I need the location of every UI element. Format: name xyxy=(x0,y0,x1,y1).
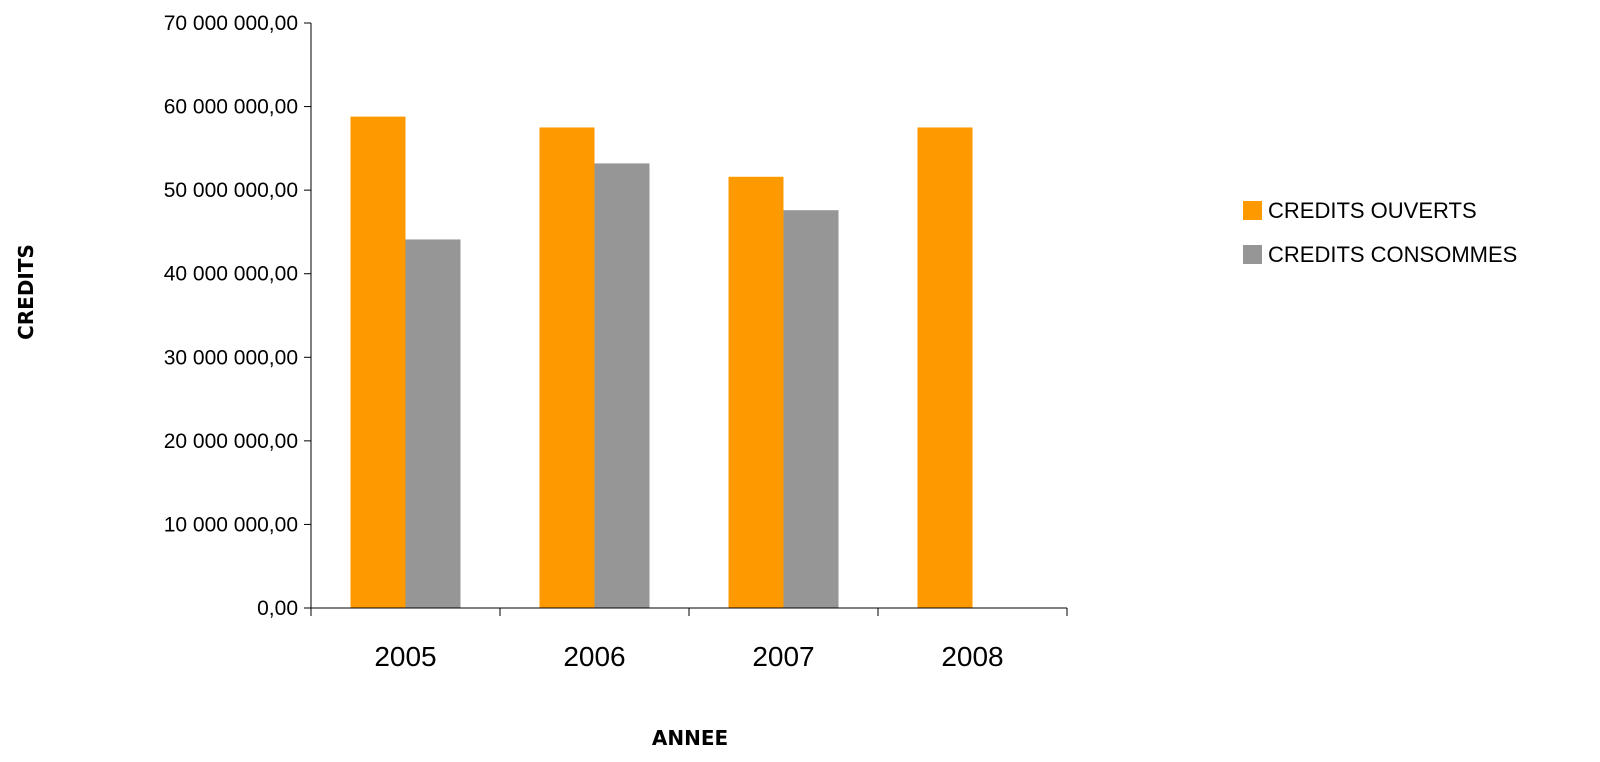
y-tick-label: 20 000 000,00 xyxy=(164,430,298,453)
y-axis-ticks: 0,00 10 000 000,00 20 000 000,00 30 000 000… xyxy=(164,12,311,620)
x-axis-ticks: 2005 2006 2007 2008 xyxy=(310,608,1068,672)
legend: CREDITS OUVERTS CREDITS CONSOMMES xyxy=(1243,198,1517,267)
legend-swatch xyxy=(1243,201,1262,220)
x-tick-label: 2007 xyxy=(752,641,814,672)
y-tick-label: 60 000 000,00 xyxy=(164,96,298,119)
bar-credits-ouverts-2007 xyxy=(728,176,784,608)
y-tick-label: 70 000 000,00 xyxy=(164,12,298,35)
bar-credits-consommes-2005 xyxy=(405,239,461,608)
x-tick-label: 2008 xyxy=(941,641,1003,672)
bar-credits-consommes-2006 xyxy=(594,163,650,608)
bar-credits-consommes-2007 xyxy=(783,210,839,608)
bars-layer xyxy=(350,116,973,608)
x-axis-title: ANNEE xyxy=(652,726,728,750)
x-tick-label: 2006 xyxy=(563,641,625,672)
y-tick-label: 40 000 000,00 xyxy=(164,263,298,286)
x-tick-label: 2005 xyxy=(374,641,436,672)
bar-credits-ouverts-2008 xyxy=(917,127,973,608)
y-tick-label: 30 000 000,00 xyxy=(164,346,298,369)
y-tick-label: 0,00 xyxy=(257,597,298,620)
bar-credits-ouverts-2006 xyxy=(539,127,595,608)
bar-credits-ouverts-2005 xyxy=(350,116,406,608)
legend-label: CREDITS CONSOMMES xyxy=(1268,242,1517,267)
y-tick-label: 10 000 000,00 xyxy=(164,513,298,536)
legend-swatch xyxy=(1243,245,1262,264)
y-tick-label: 50 000 000,00 xyxy=(164,179,298,202)
legend-label: CREDITS OUVERTS xyxy=(1268,198,1477,223)
y-axis-title: CREDITS xyxy=(14,244,38,340)
